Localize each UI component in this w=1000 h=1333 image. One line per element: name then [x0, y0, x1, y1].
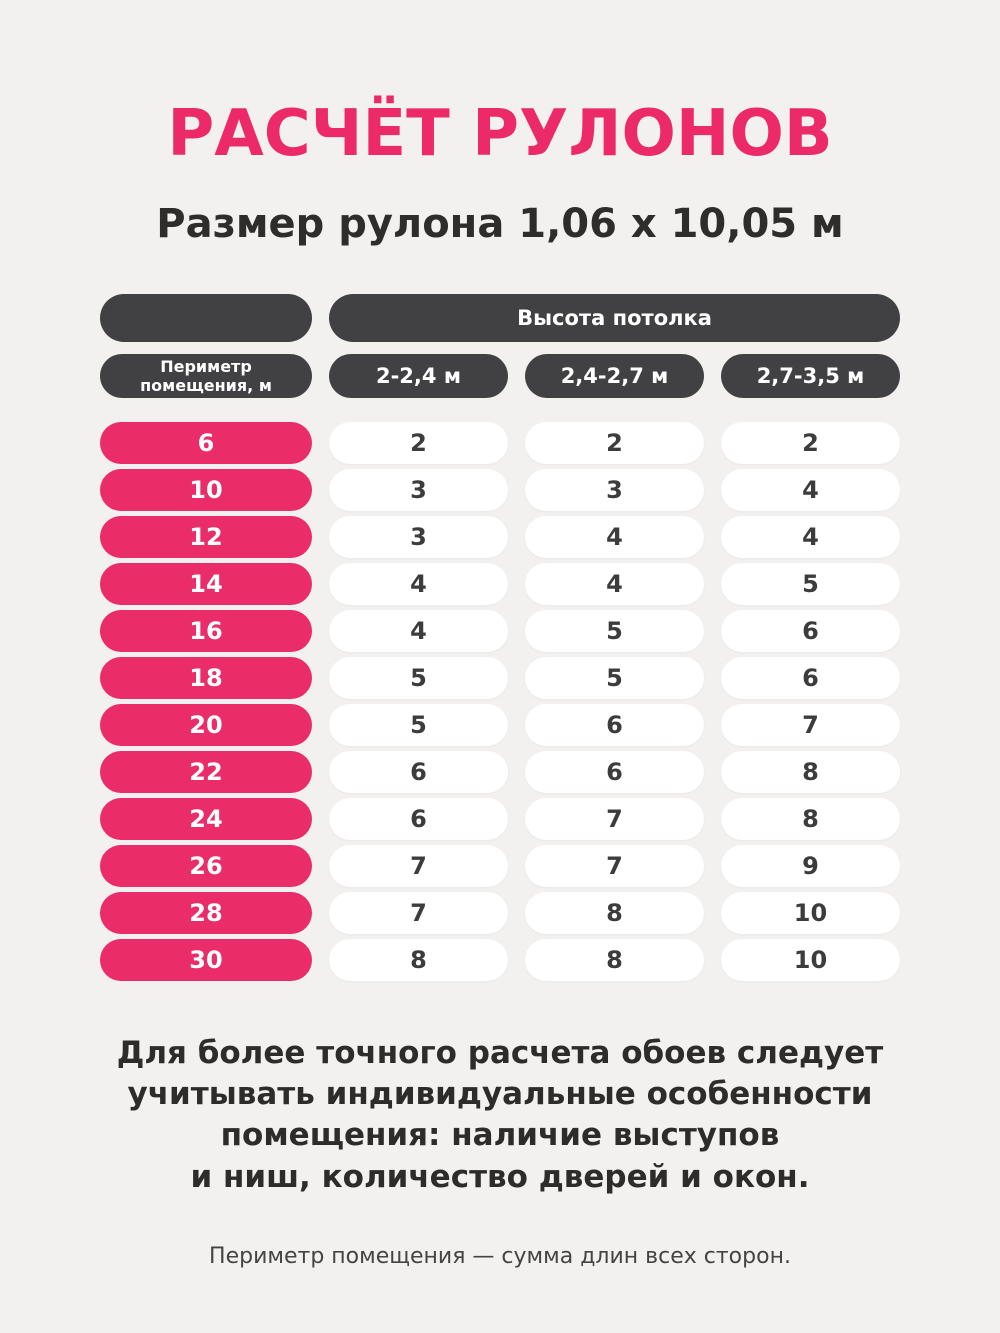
value-cell: 8 [525, 892, 704, 934]
value-cell: 2 [525, 422, 704, 464]
value-cell: 4 [525, 563, 704, 605]
rolls-table: Высота потолка Периметр помещения, м 2-2… [100, 294, 900, 981]
value-cell: 7 [525, 798, 704, 840]
value-cell: 9 [721, 845, 900, 887]
perimeter-cell: 10 [100, 469, 312, 511]
perimeter-cell: 30 [100, 939, 312, 981]
value-cell: 8 [525, 939, 704, 981]
value-cell: 6 [329, 751, 508, 793]
perimeter-cell: 18 [100, 657, 312, 699]
value-cell: 5 [329, 657, 508, 699]
value-cell: 5 [721, 563, 900, 605]
column-header-24-27: 2,4-2,7 м [525, 354, 704, 398]
value-cell: 2 [721, 422, 900, 464]
value-cell: 2 [329, 422, 508, 464]
perimeter-cell: 26 [100, 845, 312, 887]
value-cell: 10 [721, 939, 900, 981]
value-cell: 7 [329, 845, 508, 887]
value-cell: 6 [329, 798, 508, 840]
value-cell: 6 [525, 704, 704, 746]
value-cell: 4 [721, 516, 900, 558]
perimeter-cell: 6 [100, 422, 312, 464]
corner-cell [100, 294, 312, 342]
value-cell: 5 [525, 657, 704, 699]
column-header-2-24: 2-2,4 м [329, 354, 508, 398]
perimeter-cell: 28 [100, 892, 312, 934]
table-column-header-row: Периметр помещения, м 2-2,4 м 2,4-2,7 м … [100, 354, 900, 398]
value-cell: 8 [329, 939, 508, 981]
table-rows: 6 2 2 2 10 3 3 4 12 3 4 4 14 4 4 5 16 4 5 6 18 5 5 6 20 5 6 7 22 6 6 8 2… [100, 422, 900, 981]
perimeter-cell: 20 [100, 704, 312, 746]
value-cell: 4 [329, 563, 508, 605]
value-cell: 6 [525, 751, 704, 793]
value-cell: 6 [721, 657, 900, 699]
page-subtitle: Размер рулона 1,06 х 10,05 м [156, 201, 844, 247]
value-cell: 7 [329, 892, 508, 934]
perimeter-cell: 16 [100, 610, 312, 652]
perimeter-cell: 22 [100, 751, 312, 793]
value-cell: 4 [329, 610, 508, 652]
table-header-group-row: Высота потолка [100, 294, 900, 342]
value-cell: 10 [721, 892, 900, 934]
value-cell: 3 [329, 516, 508, 558]
column-header-27-35: 2,7-3,5 м [721, 354, 900, 398]
value-cell: 5 [329, 704, 508, 746]
footer-note-main: Для более точного расчета обоев следует … [116, 1035, 884, 1195]
ceiling-height-group-header: Высота потолка [329, 294, 900, 342]
value-cell: 7 [525, 845, 704, 887]
value-cell: 5 [525, 610, 704, 652]
perimeter-row-header: Периметр помещения, м [100, 354, 312, 398]
value-cell: 8 [721, 798, 900, 840]
value-cell: 4 [721, 469, 900, 511]
footer-note-perimeter-definition: Периметр помещения — сумма длин всех сто… [209, 1243, 791, 1269]
value-cell: 7 [721, 704, 900, 746]
perimeter-cell: 12 [100, 516, 312, 558]
value-cell: 3 [329, 469, 508, 511]
value-cell: 4 [525, 516, 704, 558]
value-cell: 8 [721, 751, 900, 793]
page-title: РАСЧЁТ РУЛОНОВ [167, 97, 833, 171]
value-cell: 6 [721, 610, 900, 652]
value-cell: 3 [525, 469, 704, 511]
perimeter-cell: 14 [100, 563, 312, 605]
perimeter-cell: 24 [100, 798, 312, 840]
